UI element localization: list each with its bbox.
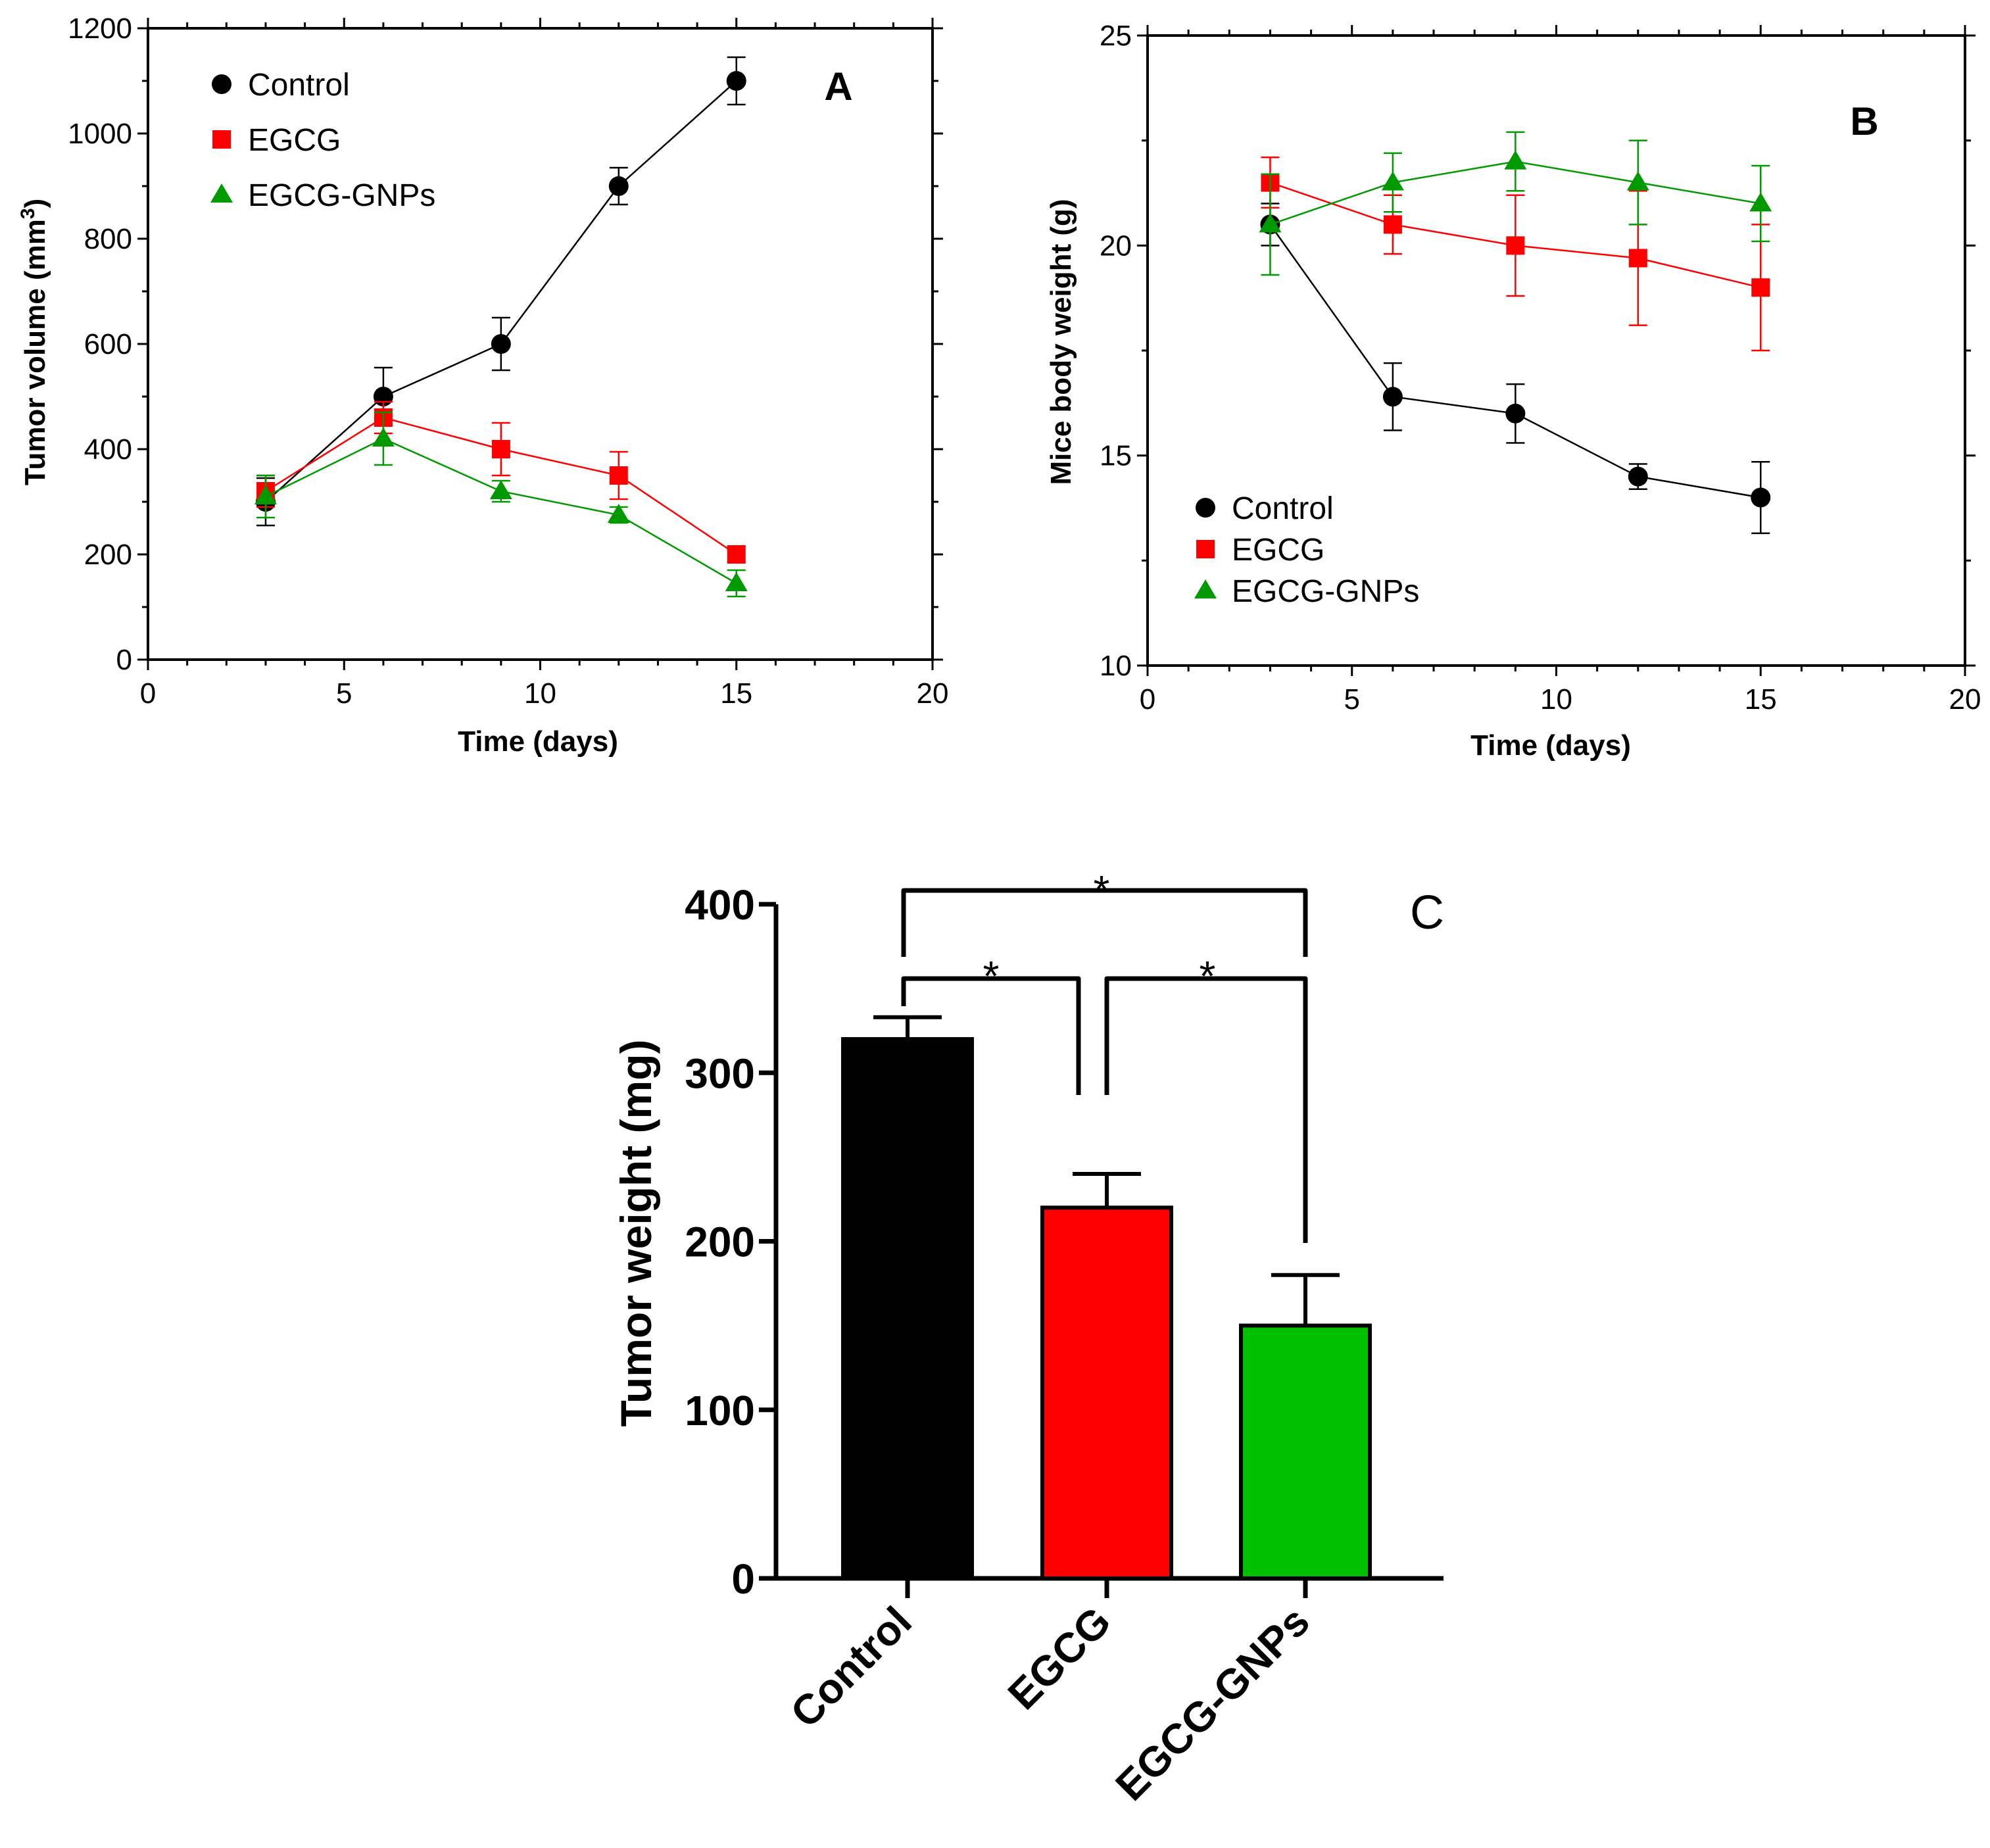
panel-a-legend-marker-control bbox=[212, 74, 231, 94]
panel-b-x-tick-label: 10 bbox=[1540, 683, 1572, 716]
panel-a-x-tick-label: 10 bbox=[524, 677, 556, 710]
panel-a-y-axis-label-close: ) bbox=[19, 199, 51, 208]
panel-c-category-label-control: Control bbox=[781, 1597, 921, 1737]
panel-a-x-tick-label: 15 bbox=[720, 677, 752, 710]
panel-b-y-axis-label: Mice body weight (g) bbox=[1045, 199, 1077, 485]
panel-a-y-axis-label: Tumor volume (mm3) bbox=[17, 199, 51, 485]
panel-a-y-tick-label: 1200 bbox=[68, 12, 132, 45]
panel-b-y-tick-label: 25 bbox=[1100, 20, 1132, 52]
panel-b-plot-frame bbox=[1146, 34, 1966, 667]
panel-b-series-egcg-gnps-point bbox=[1504, 150, 1527, 170]
panel-b-series-egcg-gnps-point bbox=[1259, 213, 1282, 233]
panel-b-legend-marker-control bbox=[1196, 498, 1215, 518]
panel-b-x-tick-label: 5 bbox=[1344, 683, 1360, 716]
panel-c-y-tick-label: 200 bbox=[685, 1219, 755, 1266]
panel-b-series-egcg-point bbox=[1383, 215, 1402, 234]
panel-c-y-tick-label: 300 bbox=[685, 1050, 755, 1097]
panel-c-y-tick-label: 0 bbox=[731, 1555, 755, 1603]
panel-c-y-axis-label: Tumor weight (mg) bbox=[612, 1039, 660, 1426]
panel-a-series-egcg-gnps-point bbox=[254, 485, 277, 504]
panel-b-x-axis-label: Time (days) bbox=[1470, 729, 1631, 762]
panel-c-category-label-egcg: EGCG bbox=[999, 1597, 1120, 1718]
panel-c-y-tick-label: 100 bbox=[685, 1387, 755, 1434]
panel-a-legend-marker-egcg-gnps bbox=[210, 183, 233, 203]
panel-b-series-control-point bbox=[1751, 487, 1771, 508]
panel-b-series-control-point bbox=[1505, 403, 1526, 424]
panel-a-series-egcg-gnps-point bbox=[489, 480, 512, 499]
panel-a-y-tick-label: 1000 bbox=[68, 118, 132, 150]
panel-c-significance-bracket bbox=[1104, 976, 1308, 1243]
panel-a-series-egcg-point bbox=[727, 545, 746, 564]
panel-b-legend-marker-egcg-gnps bbox=[1194, 579, 1217, 598]
panel-b-x-tick-label: 20 bbox=[1949, 683, 1981, 716]
panel-c-significance-star: * bbox=[1094, 867, 1110, 914]
panel-b-x-tick-label: 15 bbox=[1745, 683, 1777, 716]
panel-c-bar-egcg bbox=[1040, 1205, 1173, 1580]
panel-a-series-control-point bbox=[491, 334, 511, 354]
panel-b-y-tick-label: 15 bbox=[1100, 440, 1132, 472]
panel-a-y-tick-label: 200 bbox=[84, 539, 132, 571]
panel-a-series-egcg-gnps-point bbox=[725, 572, 748, 591]
panel-c-y-tick-label: 400 bbox=[685, 881, 755, 929]
panel-b-series-egcg-gnps-point bbox=[1749, 192, 1772, 212]
panel-b-legend-label-control: Control bbox=[1232, 491, 1334, 526]
panel-c-significance-star: * bbox=[1200, 952, 1216, 1000]
panel-b-series-egcg-point bbox=[1506, 236, 1525, 255]
panel-b-series-control-point bbox=[1628, 466, 1648, 487]
panel-c-bar-control bbox=[841, 1037, 974, 1580]
panel-a-y-axis-label-sup: 3 bbox=[17, 208, 39, 219]
panel-a-series-egcg-gnps-point bbox=[372, 427, 395, 447]
panel-a-chart: 0 5 10 15 20020040060080010001200ControlEGCG… bbox=[68, 12, 948, 710]
panel-b-series-egcg-gnps-point bbox=[1381, 171, 1404, 191]
panel-b-legend-marker-egcg bbox=[1196, 540, 1215, 558]
panel-c-letter: C bbox=[1410, 887, 1444, 939]
panel-a-y-tick-label: 600 bbox=[84, 328, 132, 360]
panel-a-y-tick-label: 400 bbox=[84, 433, 132, 466]
panel-b-letter: B bbox=[1850, 99, 1878, 143]
panel-b-y-tick-label: 20 bbox=[1100, 230, 1132, 262]
panel-b-legend-label-egcg-gnps: EGCG-GNPs bbox=[1232, 574, 1419, 609]
panel-a-series-control-point bbox=[726, 71, 746, 91]
panel-a-legend-label-egcg: EGCG bbox=[248, 123, 341, 158]
panel-b-chart: 0 5 10 15 20 10 15 20 25 Control EGCG EGCG-GNPs bbox=[1100, 20, 1981, 716]
panel-b-series-egcg-point bbox=[1751, 278, 1770, 297]
panel-a-y-tick-label: 800 bbox=[84, 223, 132, 255]
panel-a-legend-marker-egcg bbox=[212, 130, 231, 149]
panel-b-series-egcg-gnps-point bbox=[1626, 171, 1649, 191]
panel-c-significance-star: * bbox=[983, 952, 1000, 1000]
panel-b-series-egcg-point bbox=[1628, 249, 1647, 268]
panel-b-y-tick-label: 10 bbox=[1100, 650, 1132, 682]
panel-a-x-axis-label: Time (days) bbox=[458, 725, 618, 758]
panel-a-series-egcg-point bbox=[491, 440, 510, 458]
panel-a-x-tick-label: 5 bbox=[336, 677, 352, 710]
panel-b-x-tick-label: 0 bbox=[1140, 683, 1155, 716]
panel-c-bar-egcg-gnps bbox=[1239, 1323, 1372, 1580]
panel-a-series-egcg-point bbox=[609, 466, 628, 485]
panel-c-category-label-egcg-gnps: EGCG-GNPs bbox=[1106, 1597, 1318, 1809]
panel-a-x-tick-label: 20 bbox=[917, 677, 949, 710]
panel-b-legend-label-egcg: EGCG bbox=[1232, 533, 1324, 568]
panel-a-y-axis-label-main: Tumor volume (mm bbox=[19, 219, 51, 485]
panel-a-y-tick-label: 0 bbox=[116, 644, 132, 676]
panel-a-x-tick-label: 0 bbox=[140, 677, 156, 710]
panel-c-significance-bracket bbox=[901, 976, 1081, 1095]
panel-a-letter: A bbox=[824, 64, 852, 109]
panel-b-series-control-point bbox=[1382, 387, 1403, 407]
panel-a-legend-label-control: Control bbox=[248, 68, 350, 103]
panel-a-series-egcg-gnps-point bbox=[607, 504, 630, 523]
panel-a-series-control-point bbox=[608, 176, 629, 196]
panel-a-legend-label-egcg-gnps: EGCG-GNPs bbox=[248, 178, 435, 213]
panel-c-significance-bracket bbox=[901, 888, 1308, 957]
